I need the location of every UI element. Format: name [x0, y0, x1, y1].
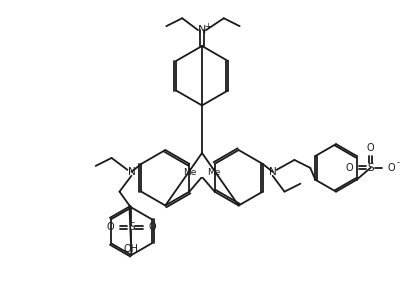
Text: O: O [388, 163, 395, 173]
Text: OH: OH [124, 244, 139, 254]
Text: N: N [198, 25, 206, 35]
Text: O: O [367, 143, 374, 153]
Text: N: N [269, 167, 277, 177]
Text: O: O [107, 222, 114, 232]
Text: N: N [128, 167, 135, 177]
Text: S: S [367, 163, 374, 173]
Text: O: O [346, 163, 354, 173]
Text: Me: Me [207, 168, 221, 177]
Text: +: + [205, 22, 211, 31]
Text: -: - [397, 158, 400, 167]
Text: O: O [148, 222, 156, 232]
Text: S: S [128, 222, 135, 232]
Text: Me: Me [183, 168, 197, 177]
